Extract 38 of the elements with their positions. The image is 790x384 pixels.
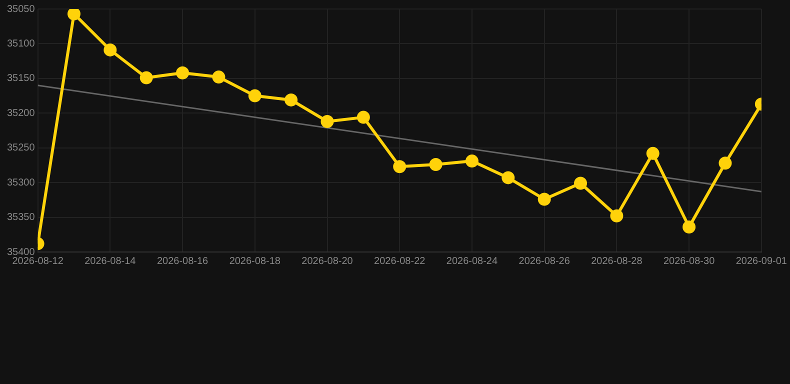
point (104, 43, 117, 56)
y-tick-label: 35150 (6, 73, 36, 84)
point (176, 66, 190, 80)
point (248, 89, 262, 102)
x-tick-label: 2026-08-18 (229, 256, 281, 267)
y-tick-label: 35200 (6, 108, 36, 119)
y-tick-label: 35050 (6, 4, 36, 15)
point (212, 70, 226, 84)
y-tick-label: 35100 (6, 38, 36, 50)
y-tick-label: 35400 (6, 246, 36, 258)
x-tick-label: 2026-08-22 (374, 256, 426, 267)
point (574, 176, 588, 190)
x-tick-label: 2026-08-14 (84, 256, 136, 267)
point (67, 9, 80, 20)
point (429, 158, 442, 172)
point (320, 114, 334, 128)
x-tick-label: 2026-09-01 (736, 256, 788, 267)
y-tick-label: 35250 (6, 142, 36, 154)
x-tick-label: 2026-08-16 (156, 256, 209, 267)
y-tick-label: 35350 (6, 212, 36, 224)
x-tick-label: 2026-08-30 (663, 256, 716, 267)
point (538, 192, 551, 206)
point (502, 171, 515, 184)
y-tick-label: 35300 (6, 177, 36, 188)
x-tick-label: 2026-08-12 (12, 256, 64, 267)
point (610, 209, 624, 222)
x-tick-label: 2026-08-28 (591, 256, 643, 267)
point (682, 220, 696, 234)
point (393, 160, 406, 174)
point (140, 71, 153, 84)
point (718, 156, 732, 170)
x-tick-label: 2026-08-24 (446, 256, 498, 267)
point (356, 110, 370, 124)
x-tick-label: 2026-08-26 (518, 256, 570, 267)
point (646, 146, 660, 160)
point (465, 154, 478, 168)
point (284, 93, 298, 106)
x-tick-label: 2026-08-20 (302, 256, 354, 267)
